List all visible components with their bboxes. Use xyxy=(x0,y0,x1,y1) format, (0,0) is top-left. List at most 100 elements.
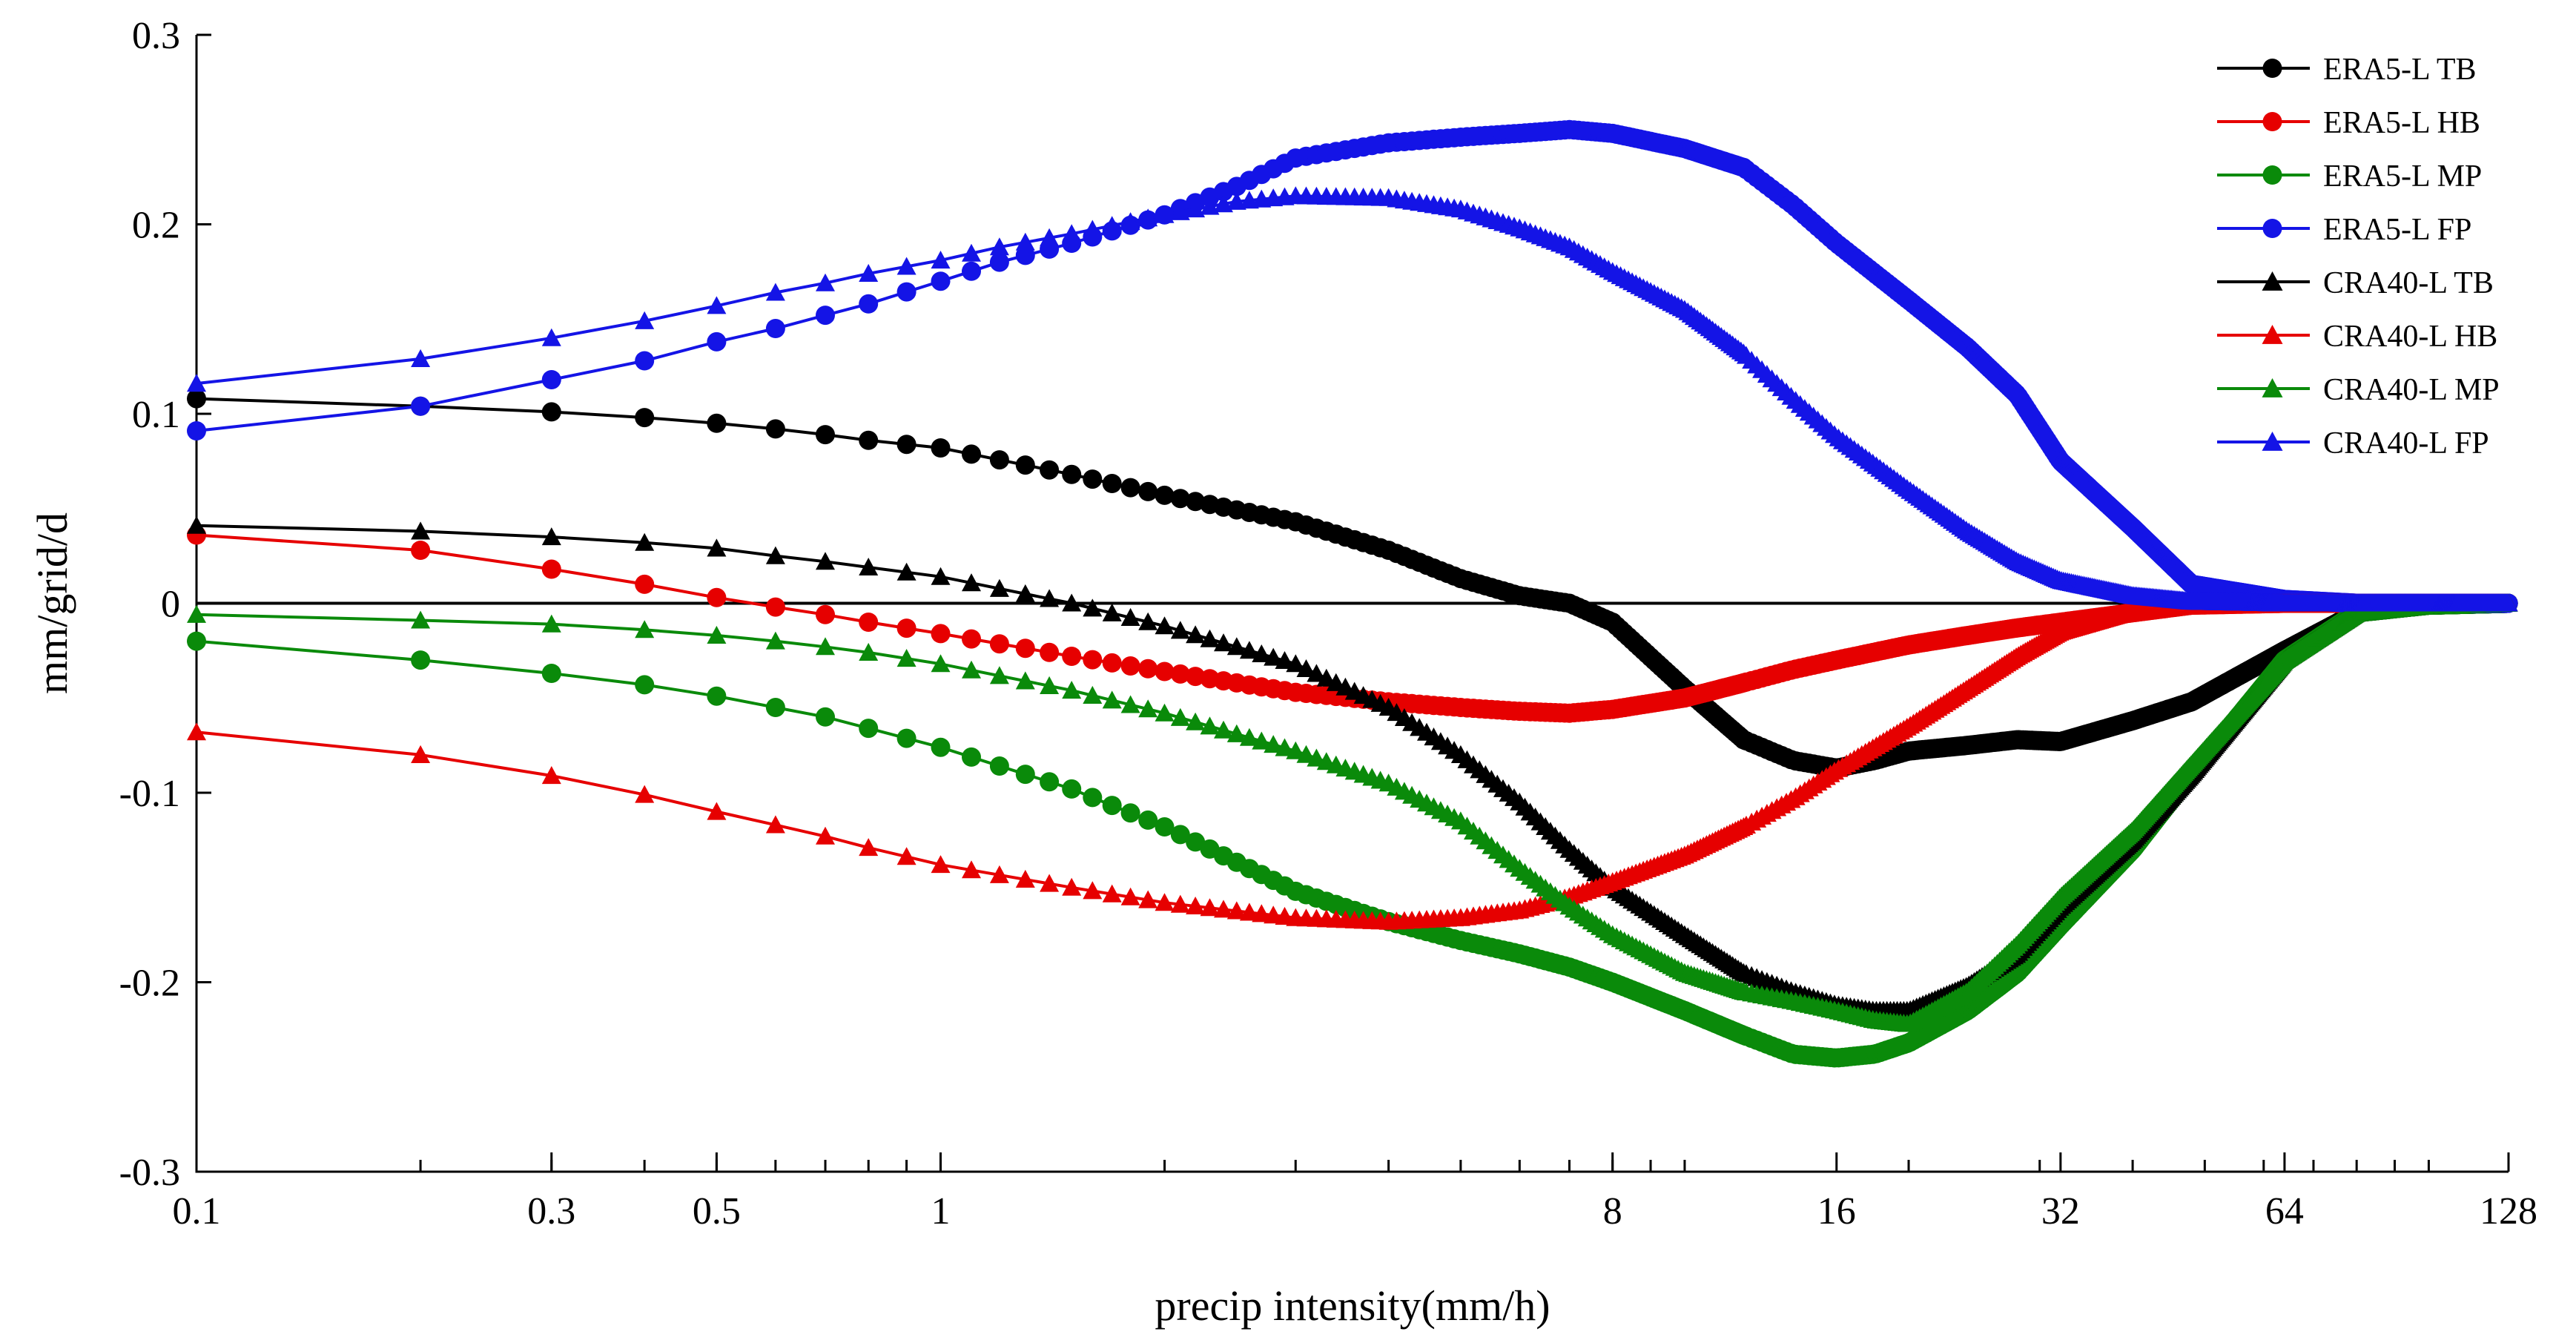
data-point xyxy=(541,527,561,546)
data-point xyxy=(859,642,879,661)
data-point xyxy=(816,604,835,624)
data-point xyxy=(931,251,951,269)
data-point xyxy=(765,419,785,439)
data-point xyxy=(1102,653,1122,673)
data-point xyxy=(541,664,561,683)
data-point xyxy=(635,532,655,551)
data-point xyxy=(187,389,206,409)
data-point xyxy=(859,558,879,575)
data-point xyxy=(1120,478,1140,498)
data-point xyxy=(1102,796,1122,816)
data-point xyxy=(411,650,431,670)
data-point xyxy=(1170,621,1190,639)
data-point xyxy=(1286,741,1306,759)
data-point xyxy=(931,567,951,585)
data-point xyxy=(765,597,785,617)
data-point xyxy=(1186,667,1206,687)
data-point xyxy=(765,546,785,564)
series-era5-l-tb xyxy=(187,389,2518,778)
data-point xyxy=(1083,220,1103,238)
data-point xyxy=(1170,707,1190,726)
data-point xyxy=(1226,724,1246,742)
data-point xyxy=(1138,208,1158,227)
data-point xyxy=(1120,887,1140,905)
data-point xyxy=(816,425,835,445)
data-point xyxy=(1264,647,1284,666)
data-point xyxy=(707,587,727,607)
data-point xyxy=(1252,731,1272,750)
y-tick-label: 0.2 xyxy=(132,205,180,247)
series-line xyxy=(196,601,2509,923)
data-point xyxy=(1040,228,1060,246)
axes-layer: 0.30.20.10-0.1-0.2-0.30.1 0.3 0.5 1 8 16 32 64 1… xyxy=(119,15,2537,1233)
data-point xyxy=(187,421,206,440)
data-point xyxy=(931,737,951,757)
data-point xyxy=(635,351,655,371)
data-point xyxy=(962,660,981,679)
data-point xyxy=(896,257,917,275)
data-point xyxy=(1102,603,1122,621)
data-point xyxy=(816,826,835,845)
data-point xyxy=(1102,474,1122,493)
data-point xyxy=(962,747,981,767)
data-point xyxy=(896,847,917,865)
data-point xyxy=(1239,727,1259,746)
data-point xyxy=(1316,668,1336,687)
data-point xyxy=(859,294,879,314)
data-point xyxy=(1015,232,1035,251)
data-point xyxy=(896,728,917,748)
data-point xyxy=(707,686,727,706)
data-point xyxy=(1040,676,1060,694)
data-point xyxy=(541,370,561,389)
y-tick-label: -0.1 xyxy=(119,773,180,815)
data-point xyxy=(1120,212,1140,231)
data-point xyxy=(816,273,835,291)
data-point xyxy=(411,541,431,560)
data-point xyxy=(635,311,655,329)
data-point xyxy=(187,515,206,534)
data-point xyxy=(635,408,655,428)
data-point xyxy=(1252,904,1272,923)
y-tick-label: 0 xyxy=(161,584,180,626)
data-point xyxy=(1170,825,1190,845)
x-tick-label: 0.5 xyxy=(693,1190,741,1233)
data-point xyxy=(816,707,835,727)
data-point xyxy=(1200,898,1220,917)
data-point xyxy=(989,634,1009,654)
data-point xyxy=(541,614,561,633)
data-point xyxy=(1186,625,1206,644)
data-point xyxy=(1155,661,1175,682)
data-point xyxy=(1214,900,1233,918)
data-point xyxy=(1102,884,1122,903)
data-point xyxy=(1155,485,1175,505)
data-point xyxy=(541,559,561,579)
data-point xyxy=(1062,593,1082,612)
data-point xyxy=(1083,881,1103,900)
data-point xyxy=(859,719,879,739)
data-point xyxy=(765,815,785,834)
x-tick-label: 64 xyxy=(2265,1190,2304,1233)
data-point xyxy=(707,331,727,352)
data-point xyxy=(1062,464,1082,484)
data-point xyxy=(1226,901,1246,920)
data-point xyxy=(962,629,981,649)
y-tick-label: 0.1 xyxy=(132,394,180,436)
data-point xyxy=(1264,905,1284,924)
data-point xyxy=(931,438,951,458)
data-point xyxy=(1170,664,1190,684)
data-point xyxy=(896,562,917,581)
data-point xyxy=(765,283,785,301)
data-point xyxy=(896,282,917,302)
data-point xyxy=(1083,788,1103,808)
x-tick-label: 0.3 xyxy=(527,1190,575,1233)
data-point xyxy=(931,855,951,874)
data-point xyxy=(1015,765,1035,785)
y-tick-label: -0.3 xyxy=(119,1152,180,1194)
data-point xyxy=(1040,772,1060,792)
x-tick-label: 1 xyxy=(931,1190,950,1233)
data-point xyxy=(707,413,727,433)
data-point xyxy=(1252,644,1272,662)
data-point xyxy=(1083,685,1103,704)
data-point xyxy=(1040,460,1060,480)
